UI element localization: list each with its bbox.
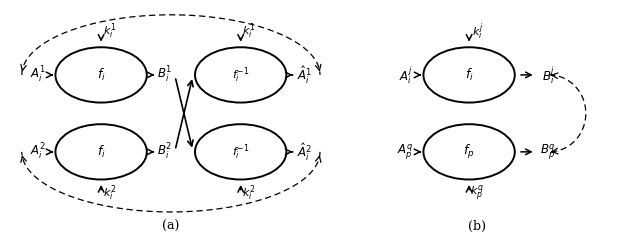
Text: $k_i^1$: $k_i^1$ (102, 22, 116, 41)
Text: (a): (a) (162, 220, 180, 233)
Text: $k_i^2$: $k_i^2$ (102, 183, 116, 202)
Text: $f_i$: $f_i$ (97, 144, 106, 160)
Text: $A_p^q$: $A_p^q$ (397, 142, 414, 162)
Text: $\hat{A}_i^2$: $\hat{A}_i^2$ (296, 141, 312, 163)
Text: $B_i^2$: $B_i^2$ (157, 142, 172, 162)
Text: $B_i^j$: $B_i^j$ (542, 64, 555, 86)
Text: $k_i^2$: $k_i^2$ (243, 183, 255, 202)
Text: $A_i^2$: $A_i^2$ (29, 142, 45, 162)
Text: $A_i^1$: $A_i^1$ (29, 65, 45, 85)
Text: $\hat{A}_i^1$: $\hat{A}_i^1$ (296, 64, 312, 86)
Text: $f_i^{-1}$: $f_i^{-1}$ (232, 142, 250, 162)
Text: $f_i^{-1}$: $f_i^{-1}$ (232, 65, 250, 85)
Text: $B_p^q$: $B_p^q$ (541, 142, 556, 162)
Text: $f_p$: $f_p$ (463, 143, 475, 161)
Text: $k_p^q$: $k_p^q$ (470, 183, 484, 202)
Text: $k_i^j$: $k_i^j$ (472, 21, 483, 42)
Text: $f_i$: $f_i$ (97, 67, 106, 83)
Text: $B_i^1$: $B_i^1$ (157, 65, 172, 85)
Text: $f_i$: $f_i$ (465, 67, 474, 83)
Text: (b): (b) (468, 220, 486, 233)
Text: $k_i^1$: $k_i^1$ (242, 22, 255, 41)
Text: $A_i^j$: $A_i^j$ (399, 64, 413, 86)
